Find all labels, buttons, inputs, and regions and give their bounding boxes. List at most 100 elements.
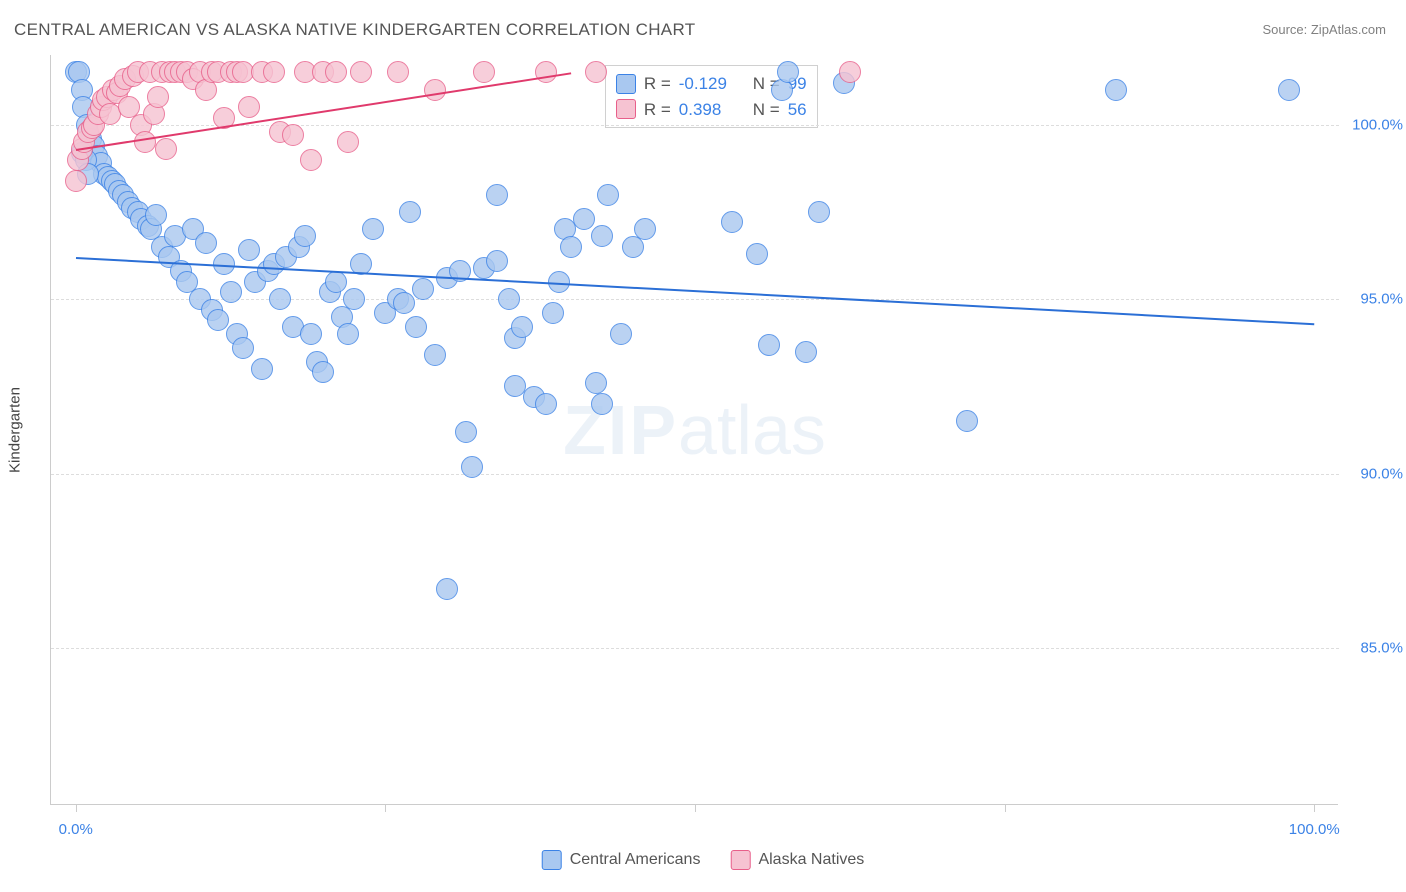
n-label: N = [753,97,780,123]
data-point [207,309,229,331]
data-point [610,323,632,345]
data-point [362,218,384,240]
legend-item: Central Americans [542,850,701,870]
n-value: 56 [788,97,807,123]
legend-item: Alaska Natives [730,850,864,870]
data-point [325,271,347,293]
data-point [232,337,254,359]
data-point [498,288,520,310]
data-point [220,281,242,303]
y-tick-label: 85.0% [1343,640,1403,657]
data-point [424,79,446,101]
legend-label: Alaska Natives [758,851,864,869]
data-point [956,410,978,432]
data-point [399,201,421,223]
data-point [535,61,557,83]
data-point [294,225,316,247]
stats-swatch [616,99,636,119]
data-point [337,131,359,153]
r-value: -0.129 [679,71,735,97]
data-point [238,239,260,261]
watermark-rest: atlas [678,391,826,469]
data-point [145,204,167,226]
data-point [424,344,446,366]
stats-swatch [616,74,636,94]
data-point [412,278,434,300]
data-point [155,138,177,160]
data-point [585,61,607,83]
data-point [436,578,458,600]
gridline-h [51,474,1339,475]
data-point [486,250,508,272]
data-point [746,243,768,265]
data-point [455,421,477,443]
data-point [387,61,409,83]
legend-swatch [542,850,562,870]
legend-label: Central Americans [570,851,701,869]
data-point [758,334,780,356]
data-point [65,170,87,192]
r-label: R = [644,97,671,123]
x-tick [1005,804,1006,812]
data-point [461,456,483,478]
y-axis-label: Kindergarten [7,387,24,473]
data-point [721,211,743,233]
trend-line [76,257,1315,325]
x-tick-label: 100.0% [1289,821,1340,838]
data-point [795,341,817,363]
legend: Central Americans Alaska Natives [542,850,865,870]
data-point [343,288,365,310]
data-point [251,358,273,380]
data-point [535,393,557,415]
data-point [300,149,322,171]
gridline-h [51,299,1339,300]
x-tick [1314,804,1315,812]
r-label: R = [644,71,671,97]
data-point [405,316,427,338]
data-point [542,302,564,324]
source-link[interactable]: ZipAtlas.com [1311,22,1386,37]
x-tick [385,804,386,812]
data-point [312,361,334,383]
scatter-plot: Kindergarten ZIPatlas R =-0.129N =99R =0… [50,55,1338,805]
x-tick [695,804,696,812]
data-point [1105,79,1127,101]
data-point [597,184,619,206]
gridline-h [51,648,1339,649]
data-point [195,232,217,254]
data-point [325,61,347,83]
legend-swatch [730,850,750,870]
data-point [134,131,156,153]
data-point [591,225,613,247]
data-point [560,236,582,258]
data-point [238,96,260,118]
data-point [486,184,508,206]
data-point [269,288,291,310]
source-prefix: Source: [1262,22,1310,37]
data-point [473,61,495,83]
data-point [573,208,595,230]
data-point [147,86,169,108]
x-tick [76,804,77,812]
data-point [393,292,415,314]
data-point [591,393,613,415]
y-tick-label: 95.0% [1343,291,1403,308]
data-point [777,61,799,83]
data-point [585,372,607,394]
data-point [808,201,830,223]
y-tick-label: 100.0% [1343,116,1403,133]
data-point [282,124,304,146]
source-credit: Source: ZipAtlas.com [1262,22,1386,37]
data-point [634,218,656,240]
r-value: 0.398 [679,97,735,123]
data-point [337,323,359,345]
data-point [1278,79,1300,101]
data-point [839,61,861,83]
data-point [350,61,372,83]
data-point [300,323,322,345]
chart-title: CENTRAL AMERICAN VS ALASKA NATIVE KINDER… [14,20,695,40]
data-point [511,316,533,338]
watermark-bold: ZIP [563,391,678,469]
x-tick-label: 0.0% [59,821,93,838]
y-tick-label: 90.0% [1343,465,1403,482]
